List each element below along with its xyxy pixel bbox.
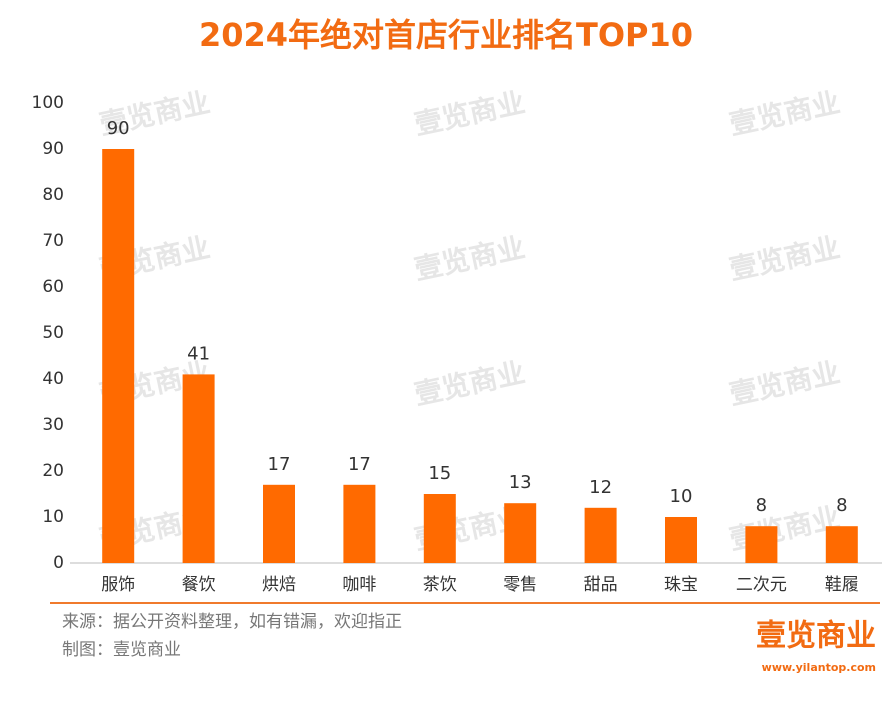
- y-tick-label: 80: [42, 185, 64, 205]
- value-label: 15: [428, 463, 451, 484]
- x-tick-label: 二次元: [736, 575, 787, 595]
- watermark: 壹览商业: [411, 86, 527, 142]
- x-tick-label: 烘焙: [262, 575, 296, 595]
- y-tick-label: 50: [42, 323, 64, 343]
- bar: [504, 503, 537, 563]
- value-label: 10: [670, 486, 693, 507]
- value-label: 13: [509, 472, 532, 493]
- value-label: 12: [589, 477, 612, 498]
- watermark: 壹览商业: [726, 231, 842, 287]
- bar: [825, 526, 858, 563]
- y-tick-label: 20: [42, 461, 64, 481]
- value-label: 90: [107, 118, 130, 139]
- x-tick-label: 茶饮: [423, 575, 457, 595]
- y-tick-label: 100: [32, 93, 64, 113]
- bar: [745, 526, 778, 563]
- logo: 壹览商业: [756, 619, 876, 654]
- y-tick-label: 10: [42, 507, 64, 527]
- y-tick-label: 90: [42, 139, 64, 159]
- maker-note: 制图：壹览商业: [62, 640, 181, 660]
- x-tick-label: 甜品: [584, 575, 618, 595]
- bar: [102, 149, 135, 563]
- x-tick-label: 服饰: [101, 575, 135, 595]
- bar: [423, 494, 456, 563]
- bar: [182, 374, 215, 563]
- bar: [263, 484, 295, 563]
- watermark: 壹览商业: [726, 356, 842, 412]
- bar: [343, 484, 376, 563]
- value-label: 8: [756, 495, 767, 516]
- value-label: 17: [348, 454, 371, 475]
- watermark: 壹览商业: [411, 231, 527, 287]
- watermark: 壹览商业: [726, 501, 842, 557]
- y-tick-label: 0: [53, 553, 64, 573]
- x-tick-label: 珠宝: [664, 575, 698, 595]
- x-tick-label: 鞋履: [825, 575, 859, 595]
- value-label: 17: [268, 454, 291, 475]
- y-tick-label: 40: [42, 369, 64, 389]
- bar: [584, 507, 617, 563]
- x-tick-label: 零售: [503, 575, 537, 595]
- y-tick-label: 30: [42, 415, 64, 435]
- watermark: 壹览商业: [726, 86, 842, 142]
- value-label: 8: [836, 495, 847, 516]
- x-tick-label: 餐饮: [182, 575, 216, 595]
- value-label: 41: [187, 343, 210, 364]
- y-tick-label: 60: [42, 277, 64, 297]
- chart-title: 2024年绝对首店行业排名TOP10: [199, 16, 693, 54]
- logo-url: www.yilantop.com: [762, 661, 876, 674]
- bar: [665, 517, 697, 563]
- source-note: 来源：据公开资料整理，如有错漏，欢迎指正: [62, 612, 402, 632]
- watermark: 壹览商业: [411, 356, 527, 412]
- x-tick-label: 咖啡: [342, 575, 376, 595]
- y-tick-label: 70: [42, 231, 64, 251]
